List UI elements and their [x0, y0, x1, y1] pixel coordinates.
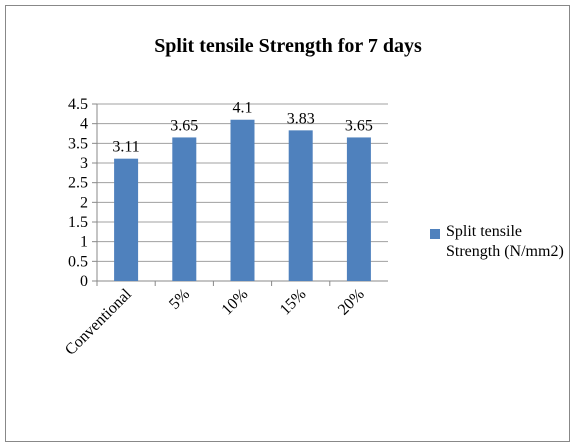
data-label: 3.11 — [112, 139, 139, 156]
data-label: 3.83 — [287, 110, 315, 127]
y-tick-label: 0 — [80, 273, 88, 290]
y-tick-label: 4 — [80, 116, 88, 133]
y-tick-label: 2 — [80, 194, 88, 211]
bar — [172, 137, 197, 281]
y-tick-label: 0.5 — [68, 253, 88, 270]
bar — [114, 158, 139, 281]
legend-label: Split tensile Strength (N/mm2) — [446, 223, 564, 260]
data-label: 3.65 — [345, 117, 373, 134]
y-tick-label: 4.5 — [68, 96, 88, 113]
y-tick-label: 2.5 — [68, 175, 88, 192]
data-label: 4.1 — [233, 100, 253, 117]
bar — [346, 137, 371, 281]
bar — [230, 119, 255, 281]
bar — [288, 130, 313, 281]
y-tick-label: 1 — [80, 234, 88, 251]
y-tick-label: 3.5 — [68, 135, 88, 152]
legend-swatch — [430, 229, 440, 239]
y-tick-label: 1.5 — [68, 214, 88, 231]
chart-border — [5, 5, 570, 442]
y-tick-label: 3 — [80, 155, 88, 172]
data-label: 3.65 — [170, 117, 198, 134]
chart-title: Split tensile Strength for 7 days — [154, 35, 422, 57]
